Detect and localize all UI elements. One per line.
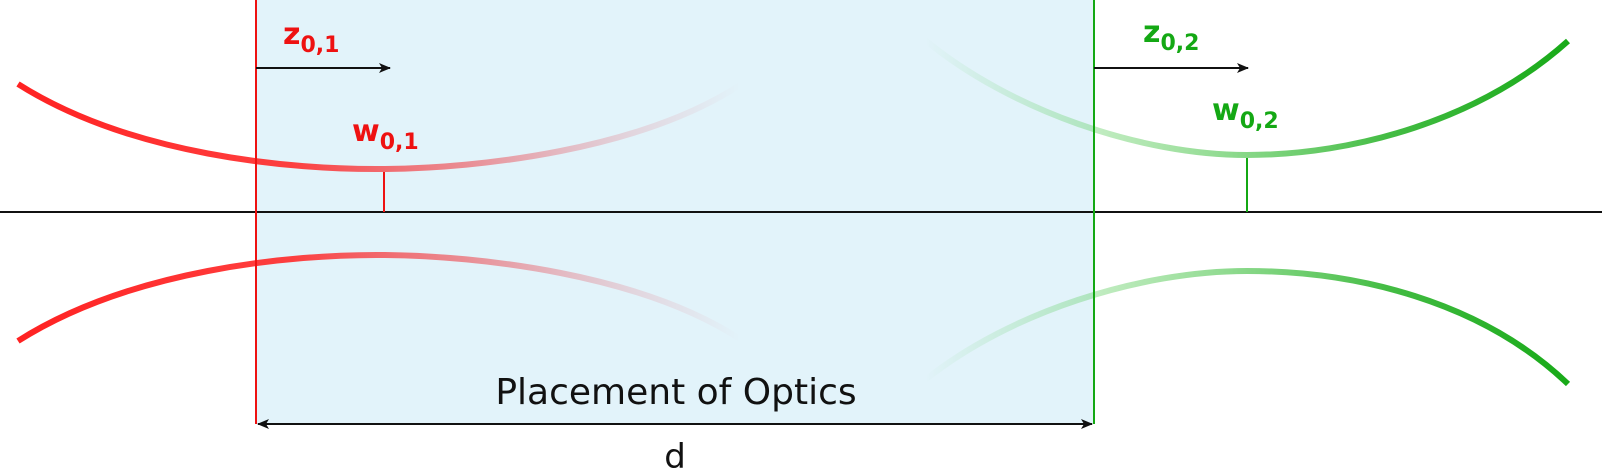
distance-label: d [664,437,686,472]
region-label: Placement of Optics [495,372,856,413]
beam1-lower-envelope [16,251,742,344]
beam1-w-label-sub: 0,1 [380,130,419,155]
beam2-w-label-sub: 0,2 [1240,109,1279,134]
beam1-z-label-base: z [283,17,300,52]
beam1-z-label-sub: 0,1 [300,33,339,58]
beam2-z-label-base: z [1143,15,1160,50]
beam2-upper-envelope [923,37,1571,159]
beam2-lower-envelope [923,267,1571,387]
beam1-w-label: w0,1 [352,114,419,155]
beam2-z-label: z0,2 [1143,15,1199,56]
beam2-w-label: w0,2 [1212,93,1279,134]
beam1-z-label: z0,1 [283,17,339,58]
beam1-w-label-base: w [352,114,380,149]
beam1-upper-envelope [16,81,742,173]
beam2-w-label-base: w [1212,93,1240,128]
beam2-z-label-sub: 0,2 [1160,31,1199,56]
